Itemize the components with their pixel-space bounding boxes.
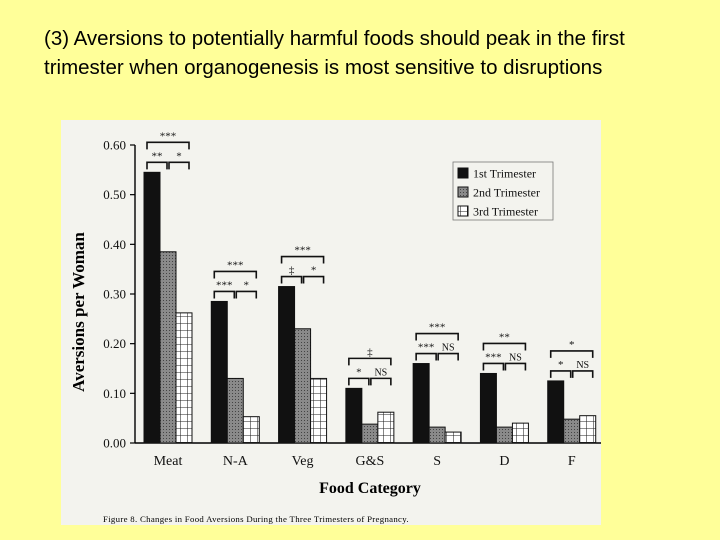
y-tick-label: 0.60 xyxy=(103,138,126,153)
x-tick-label: G&S xyxy=(355,454,384,469)
bracket-1v2 xyxy=(482,362,505,371)
legend: 1st Trimester 2nd Trimester 3rd Trimester xyxy=(452,161,554,221)
bracket-2v3 xyxy=(370,377,392,386)
bracket-overall-label: * xyxy=(569,339,575,351)
bracket-2v3-label: * xyxy=(311,265,317,277)
y-tick-label: 0.30 xyxy=(103,287,126,302)
bar-1-trimester xyxy=(547,380,565,444)
legend-label: 2nd Trimester xyxy=(473,186,540,200)
bar-1-trimester xyxy=(412,363,430,444)
legend-swatch xyxy=(457,205,469,217)
bracket-2v3 xyxy=(235,290,258,299)
bar-chart: 0.00 0.10 0.20 0.30 0.40 0.50 0.60 Meat N-A Veg G&… xyxy=(69,130,601,524)
slide-title: (3) Aversions to potentially harmful foo… xyxy=(44,27,625,79)
x-tick-label: N-A xyxy=(223,454,249,469)
bracket-overall-label: ** xyxy=(499,331,510,343)
bracket-1v2 xyxy=(280,275,303,284)
bars xyxy=(143,171,597,444)
bracket-1v2-label: * xyxy=(558,359,564,371)
y-tick-label: 0.40 xyxy=(103,237,126,252)
bracket-overall-label: ‡ xyxy=(367,346,373,358)
bar-2-trimester xyxy=(495,426,513,444)
bracket-2v3-label: NS xyxy=(442,343,455,354)
bar-2-trimester xyxy=(428,426,446,444)
x-axis-label: Food Category xyxy=(319,480,421,497)
bracket-2v3-label: NS xyxy=(576,360,589,371)
bracket-overall-label: *** xyxy=(294,245,311,257)
bracket-overall-label: *** xyxy=(227,259,244,271)
bracket-1v2 xyxy=(146,161,168,170)
x-tick-label: Veg xyxy=(292,454,314,469)
bar-1-trimester xyxy=(210,300,228,444)
legend-label: 3rd Trimester xyxy=(473,205,538,219)
figure-scan: 0.00 0.10 0.20 0.30 0.40 0.50 0.60 Meat N-A Veg G&… xyxy=(61,120,601,525)
bar-2-trimester xyxy=(361,423,379,444)
bracket-1v2 xyxy=(213,290,236,299)
y-tick-label: 0.00 xyxy=(103,436,126,451)
bar-2-trimester xyxy=(159,251,177,444)
bracket-overall-label: *** xyxy=(160,130,177,142)
bracket-1v2 xyxy=(415,352,437,361)
bar-3-trimester xyxy=(377,411,395,444)
bracket-overall xyxy=(280,255,325,264)
bar-3-trimester xyxy=(242,416,260,444)
bracket-1v2-label: *** xyxy=(418,342,435,354)
bracket-2v3 xyxy=(437,352,459,361)
x-tick-label: S xyxy=(433,454,441,469)
bracket-1v2 xyxy=(348,377,370,386)
bar-1-trimester xyxy=(278,286,296,444)
x-tick-label: D xyxy=(499,454,509,469)
bracket-overall xyxy=(146,141,190,150)
bracket-2v3 xyxy=(571,370,594,378)
bar-3-trimester xyxy=(310,377,328,444)
y-tick-label: 0.50 xyxy=(103,187,126,202)
bar-1-trimester xyxy=(143,171,161,444)
bracket-1v2-label: *** xyxy=(485,351,502,363)
y-tick-label: 0.20 xyxy=(103,336,126,351)
bracket-1v2-label: *** xyxy=(216,279,233,291)
significance-annotations: ** ******* **** ‡ ***** NS‡ *** NS****** NS*** NS… xyxy=(146,130,594,386)
y-axis-label: Aversions per Woman xyxy=(69,232,88,392)
bracket-1v2-label: ‡ xyxy=(289,265,295,277)
bar-2-trimester xyxy=(563,418,581,444)
figure-caption: Figure 8. Changes in Food Aversions Duri… xyxy=(103,514,409,524)
bracket-1v2 xyxy=(549,370,572,378)
bracket-2v3-label: * xyxy=(244,279,250,291)
bracket-2v3 xyxy=(302,275,325,284)
bracket-overall-label: *** xyxy=(429,322,446,334)
bracket-1v2-label: ** xyxy=(152,150,163,162)
legend-label: 1st Trimester xyxy=(473,167,536,181)
bracket-overall xyxy=(213,270,258,279)
bracket-overall xyxy=(415,332,459,341)
bracket-2v3-label: * xyxy=(176,150,182,162)
bar-3-trimester xyxy=(175,312,193,444)
bracket-overall xyxy=(549,350,594,358)
x-tick-label: F xyxy=(568,454,576,469)
bar-1-trimester xyxy=(479,372,497,444)
bracket-overall xyxy=(482,342,527,351)
bracket-overall xyxy=(348,357,392,366)
bracket-2v3-label: NS xyxy=(374,367,387,378)
bar-2-trimester xyxy=(294,328,312,444)
x-tick-label: Meat xyxy=(154,454,183,469)
legend-swatch xyxy=(457,186,469,198)
legend-box xyxy=(452,161,554,221)
bar-1-trimester xyxy=(345,387,363,444)
bar-3-trimester xyxy=(444,431,462,444)
bracket-2v3 xyxy=(168,161,190,170)
bracket-2v3 xyxy=(504,362,527,371)
bar-2-trimester xyxy=(226,377,244,444)
y-tick-label: 0.10 xyxy=(103,386,126,401)
bar-3-trimester xyxy=(579,415,597,444)
bar-3-trimester xyxy=(511,422,529,444)
bracket-1v2-label: * xyxy=(356,366,362,378)
legend-swatch xyxy=(457,167,469,179)
bracket-2v3-label: NS xyxy=(509,352,522,363)
